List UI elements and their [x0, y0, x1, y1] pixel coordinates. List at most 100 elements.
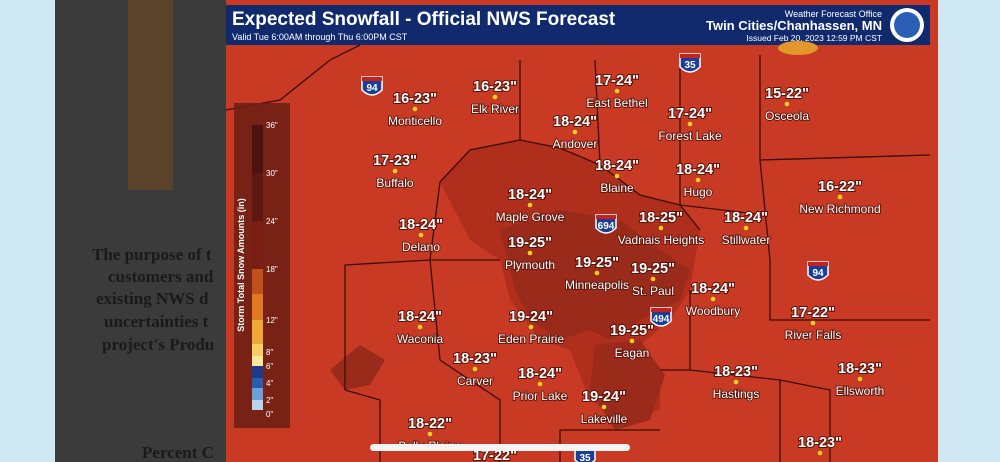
snow-range: 18-24": [691, 281, 735, 297]
snow-range: 19-24": [509, 309, 553, 325]
doc-line: Percent C: [142, 443, 214, 462]
city-dot: [601, 404, 607, 410]
snow-range: 18-23": [798, 435, 842, 451]
highway-shield: [807, 261, 829, 281]
snow-range: 18-24": [676, 162, 720, 178]
snow-range: 18-24": [518, 366, 562, 382]
small-zone: [330, 345, 385, 390]
snow-range: 19-25": [575, 255, 619, 271]
south-zone: [590, 340, 665, 430]
home-indicator: [370, 444, 630, 451]
snow-range: 18-24": [724, 210, 768, 226]
highway-shield-top: [651, 308, 671, 312]
legend-tick: 6": [266, 362, 273, 371]
snow-range: 18-24": [398, 309, 442, 325]
city-dot: [492, 94, 498, 100]
highway-shield: [361, 76, 383, 96]
city-dot: [629, 338, 635, 344]
doc-line: project's Produ: [102, 335, 214, 354]
city-dot: [710, 296, 716, 302]
city-name: Buffalo: [376, 176, 413, 190]
highway-shield: [595, 214, 617, 234]
doc-line: The purpose of t: [92, 245, 212, 264]
highway-number: 494: [653, 314, 670, 325]
doc-line: uncertainties t: [104, 312, 209, 331]
snow-range: 18-23": [453, 351, 497, 367]
city-dot: [418, 232, 424, 238]
city-dot: [572, 129, 578, 135]
city-dot: [417, 324, 423, 330]
office: Twin Cities/Chanhassen, MN: [706, 18, 882, 33]
city-dot: [528, 324, 534, 330]
snow-range: 16-23": [473, 79, 517, 95]
valid-time: Valid Tue 6:00AM through Thu 6:00PM CST: [232, 32, 408, 42]
nws-logo-inner: [894, 12, 920, 38]
snow-range: 18-24": [595, 158, 639, 174]
city-name: Eden Prairie: [498, 332, 564, 346]
city-dot: [392, 168, 398, 174]
city-dot: [733, 379, 739, 385]
snow-range: 18-23": [714, 364, 758, 380]
county-lines: [225, 44, 931, 462]
snow-range: 17-22": [791, 305, 835, 321]
city-name: Hastings: [713, 387, 760, 401]
highway-shield: [650, 307, 672, 327]
highway-shield: [679, 53, 701, 73]
legend-swatch: [252, 173, 263, 221]
legend-swatch: [252, 221, 263, 269]
city-dot: [614, 173, 620, 179]
legend-tick: 36": [266, 121, 278, 130]
highway-shield-top: [680, 54, 700, 58]
snow-range: 15-22": [765, 86, 809, 102]
legend-title: Storm Total Snow Amounts (in): [236, 198, 246, 332]
city-dot: [537, 381, 543, 387]
header-bar: [226, 5, 930, 45]
city-name: Ellsworth: [836, 384, 885, 398]
legend-swatch: [252, 366, 263, 378]
city-dot: [687, 121, 693, 127]
title: Expected Snowfall - Official NWS Forecas…: [232, 9, 616, 30]
city-dot: [857, 376, 863, 382]
city-name: Hugo: [684, 185, 713, 199]
city-dot: [817, 450, 823, 456]
legend-tick: 18": [266, 265, 278, 274]
city-name: Prior Lake: [513, 389, 568, 403]
snow-range: 18-22": [408, 416, 452, 432]
legend-swatch: [252, 294, 263, 320]
legend-swatch: [252, 356, 263, 366]
snow-range: 19-24": [582, 389, 626, 405]
legend-tick: 8": [266, 348, 273, 357]
office-label: Weather Forecast Office: [785, 9, 882, 19]
city-dot: [527, 202, 533, 208]
city-name: Lakeville: [581, 412, 628, 426]
city-dot: [527, 250, 533, 256]
city-dot: [743, 225, 749, 231]
doc-figure: [128, 0, 173, 190]
city-dot: [658, 225, 664, 231]
legend-tick: 24": [266, 217, 278, 226]
city-name: Stillwater: [722, 233, 771, 247]
legend-tick: 4": [266, 379, 273, 388]
city-dot: [695, 177, 701, 183]
snow-range: 18-25": [639, 210, 683, 226]
city-name: Delano: [402, 240, 440, 254]
legend-swatch: [252, 320, 263, 344]
city-dot: [810, 320, 816, 326]
highway-shield-top: [808, 262, 828, 266]
city-dot: [427, 431, 433, 437]
legend-swatch: [252, 344, 263, 356]
legend-tick: 2": [266, 396, 273, 405]
snow-range: 18-24": [553, 114, 597, 130]
snow-range: 19-25": [508, 235, 552, 251]
highway-number: 694: [598, 221, 615, 232]
city-name: Minneapolis: [565, 278, 629, 292]
city-dot: [412, 106, 418, 112]
legend-swatch: [252, 378, 263, 388]
city-name: Osceola: [765, 109, 809, 123]
city-name: Blaine: [600, 181, 634, 195]
city-dot: [784, 101, 790, 107]
city-name: River Falls: [785, 328, 842, 342]
city-name: Carver: [457, 374, 493, 388]
snow-range: 17-24": [668, 106, 712, 122]
